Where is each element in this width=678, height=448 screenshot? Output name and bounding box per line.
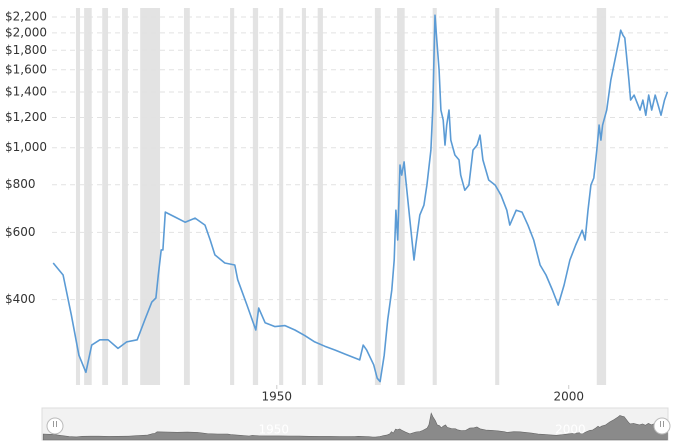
y-tick-label: $800 xyxy=(5,177,36,191)
y-tick-label: $2,200 xyxy=(5,10,47,24)
recession-band xyxy=(397,8,405,385)
recession-band xyxy=(183,8,190,385)
navigator-handle[interactable] xyxy=(653,417,671,435)
recession-band xyxy=(84,8,92,385)
recession-band xyxy=(252,8,259,385)
price-line xyxy=(52,14,669,383)
recession-band xyxy=(140,8,161,385)
navigator-handle[interactable] xyxy=(46,417,64,435)
y-tick-label: $1,200 xyxy=(5,110,47,124)
recession-band xyxy=(230,8,235,385)
x-tick-label: 2000 xyxy=(553,390,584,404)
y-tick-label: $1,000 xyxy=(5,140,47,154)
y-tick-label: $2,000 xyxy=(5,25,47,39)
recession-band xyxy=(432,8,437,385)
recession-band xyxy=(374,8,381,385)
recession-band xyxy=(75,8,81,385)
y-tick-label: $600 xyxy=(5,225,36,239)
y-tick-label: $1,400 xyxy=(5,84,47,98)
recession-band xyxy=(102,8,109,385)
recession-band xyxy=(317,8,323,385)
recession-band xyxy=(122,8,128,385)
y-tick-label: $1,800 xyxy=(5,43,47,57)
recession-band xyxy=(495,8,500,385)
x-tick-label: 1950 xyxy=(262,390,293,404)
navigator-label: 2000 xyxy=(555,423,586,437)
recession-band xyxy=(301,8,306,385)
navigator-label: 1950 xyxy=(258,423,289,437)
recession-band xyxy=(596,8,607,385)
recession-band xyxy=(279,8,284,385)
navigator-area xyxy=(42,412,668,441)
y-tick-label: $1,600 xyxy=(5,62,47,76)
y-tick-label: $400 xyxy=(5,292,36,306)
